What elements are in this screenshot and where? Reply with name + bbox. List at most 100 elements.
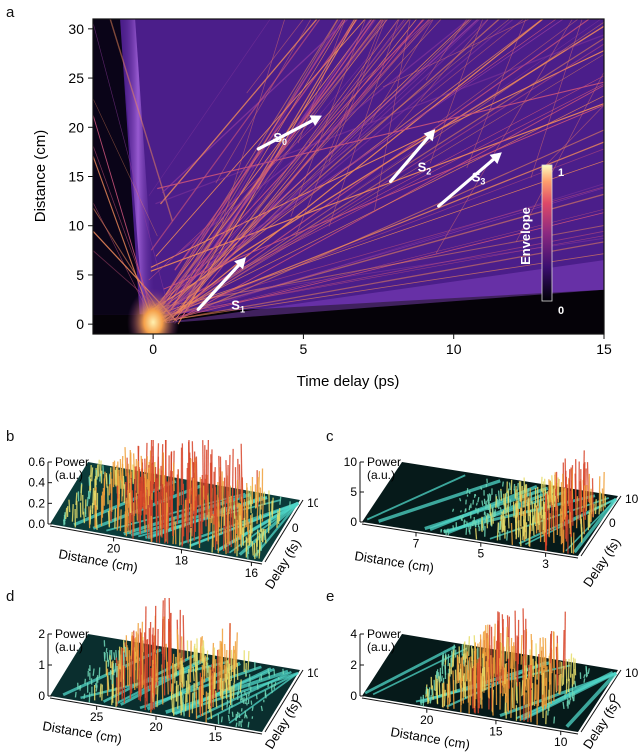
surface-spike [542, 515, 544, 530]
surface-spike [235, 713, 238, 721]
surface-spike [261, 528, 264, 542]
surface-spike [150, 440, 153, 485]
surface-spike [99, 683, 102, 698]
surface-spike [93, 490, 96, 506]
surface-spike [131, 490, 134, 539]
surface-spike [542, 481, 545, 493]
surface-spike [540, 476, 543, 492]
surface-spike [468, 505, 471, 511]
surface-spike [263, 530, 266, 541]
surface-spike [222, 481, 224, 517]
surface-spike [159, 503, 162, 537]
surface-spike [99, 460, 102, 477]
trajectory-line [178, 230, 604, 314]
z-tick-label: 0.4 [28, 476, 45, 490]
surface-spike [132, 636, 135, 683]
surface-spike [246, 551, 249, 559]
trajectory-line [150, 102, 604, 272]
surface-spike [170, 683, 173, 701]
surface-spike [195, 456, 198, 508]
surface-spike [220, 716, 223, 723]
surface-ridge [565, 671, 618, 728]
trajectory-line [93, 230, 178, 322]
annotation-s3: S3 [472, 169, 486, 186]
surface-spike [501, 481, 504, 487]
distance-tick-label: 20 [107, 541, 121, 555]
surface-spike [257, 471, 261, 503]
surface-spike [523, 668, 526, 705]
surface-spike [549, 480, 552, 502]
surface-spike [255, 694, 258, 700]
trajectory-line [221, 19, 286, 224]
surface-spike [529, 524, 532, 547]
surface-spike [165, 643, 168, 679]
z-axis-unit: (a.u.) [55, 640, 83, 654]
surface-spike [187, 674, 189, 695]
surface-spike [220, 641, 223, 671]
surface-spike [475, 528, 478, 540]
surface-spike [459, 510, 462, 513]
surface-spike [135, 492, 138, 521]
surface-spike [462, 642, 465, 660]
surface-spike [236, 479, 239, 508]
surface-spike [262, 528, 265, 543]
surface-spike [161, 444, 164, 497]
surface-spike [166, 502, 169, 531]
surface-spike [75, 492, 78, 505]
trajectory-line [161, 148, 604, 318]
surface-spike [487, 666, 490, 699]
trajectory-line [175, 19, 602, 317]
surface-spike [565, 484, 568, 542]
trajectory-line [164, 53, 604, 322]
distance-tick-label: 18 [175, 554, 189, 568]
surface-spike [582, 463, 585, 518]
surface-spike [248, 534, 251, 547]
surface-spike [594, 499, 597, 515]
surface-spike [510, 679, 513, 718]
trajectory-line [420, 19, 524, 102]
surface-spike [512, 642, 515, 670]
surface-spike [225, 460, 228, 503]
surface-spike [520, 494, 523, 516]
surface-spike [468, 636, 471, 656]
diffuse-glow [120, 19, 604, 325]
surface-spike [528, 488, 532, 511]
delay-tick-label: 0 [609, 516, 616, 530]
surface-spike [130, 631, 133, 660]
surface-spike [497, 490, 501, 500]
surface-spike [107, 510, 111, 528]
surface-spike [271, 497, 274, 518]
surface-spike [267, 668, 270, 675]
surface-spike [530, 689, 533, 723]
surface-spike [548, 513, 551, 538]
surface-spike [513, 645, 516, 679]
surface-spike [97, 459, 100, 477]
surface-spike [521, 680, 524, 697]
surface-spike [250, 485, 252, 507]
trajectory-line [176, 19, 470, 256]
z-axis-label: Power [367, 455, 401, 469]
delay-tick-label: 100 [625, 666, 638, 680]
x-tick-label: 10 [446, 341, 462, 357]
surface-ridge [573, 497, 618, 554]
surface-spike [490, 512, 493, 526]
surface-spike [446, 528, 449, 532]
surface-spike [555, 646, 558, 692]
distance-tick-label: 5 [477, 547, 484, 561]
surface-spike [240, 443, 243, 497]
arrow-head [423, 129, 436, 142]
surface-spike [245, 714, 248, 719]
trajectory-line [93, 154, 152, 318]
surface-spike [251, 706, 254, 711]
surface-spike [226, 699, 229, 708]
surface-spike [499, 520, 502, 531]
y-tick-label: 20 [68, 119, 84, 135]
surface-spike [542, 501, 545, 516]
surface-spike [603, 471, 605, 504]
z-tick-label: 0 [350, 689, 357, 703]
surface-spike [124, 447, 127, 477]
surface-spike [496, 625, 499, 682]
surface-spike [155, 486, 158, 543]
trajectory-line [163, 83, 604, 310]
surface-spike [510, 637, 513, 669]
